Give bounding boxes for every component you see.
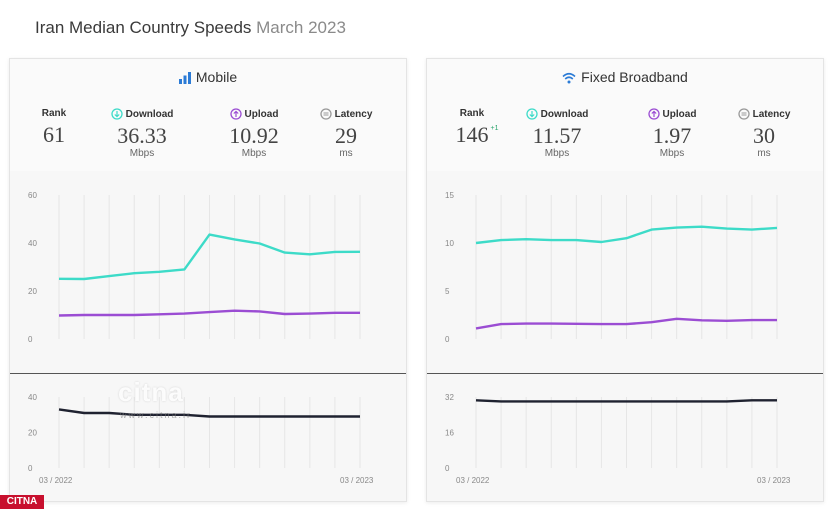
- upload-unit: Mbps: [659, 148, 685, 159]
- signal-bars-icon: [178, 72, 191, 84]
- wifi-icon: [562, 72, 576, 84]
- latency-y-tick-label: 16: [445, 429, 454, 438]
- latency-y-tick-label: 20: [28, 429, 37, 438]
- latency-value: 29: [335, 123, 357, 148]
- mobile-panel-title: Mobile: [10, 69, 406, 85]
- latency-icon: [319, 108, 332, 120]
- fixed-chart-divider: [427, 373, 823, 374]
- y-tick-label: 0: [445, 335, 450, 344]
- y-tick-label: 40: [28, 239, 37, 248]
- latency-y-tick-label: 32: [445, 393, 454, 402]
- upload-arrow-icon: [229, 108, 242, 120]
- download-unit: Mbps: [129, 148, 155, 159]
- mobile-download: Download 36.33 Mbps: [97, 108, 187, 159]
- download-label: Download: [97, 108, 187, 120]
- upload-label: Upload: [627, 108, 717, 120]
- rank-label: Rank: [459, 108, 485, 119]
- latency-icon: [737, 108, 750, 120]
- page-title-text: Iran Median Country Speeds: [35, 18, 252, 37]
- y-tick-label: 5: [445, 287, 450, 296]
- mobile-latency: Latency 29 ms: [301, 108, 391, 159]
- series-line-download: [475, 225, 778, 245]
- series-line-latency: [58, 408, 360, 418]
- download-arrow-icon: [110, 108, 123, 120]
- y-tick-label: 10: [445, 239, 454, 248]
- latency-value: 30: [753, 123, 775, 148]
- latency-y-tick-label: 0: [28, 464, 33, 473]
- download-value: 36.33: [117, 123, 167, 148]
- rank-change-badge: +1: [490, 125, 499, 132]
- mobile-panel-title-text: Mobile: [195, 69, 238, 85]
- y-tick-label: 0: [28, 335, 33, 344]
- rank-value: 146 +1: [456, 124, 499, 146]
- series-line-latency: [475, 399, 777, 403]
- mobile-panel: Mobile Rank 61 Download 36.33 Mbps Uploa…: [9, 58, 407, 502]
- series-line-upload: [475, 317, 777, 330]
- watermark: citna: [118, 377, 184, 407]
- download-arrow-icon: [525, 108, 538, 120]
- y-tick-label: 15: [445, 191, 454, 200]
- latency-y-tick-label: 40: [28, 393, 37, 402]
- y-tick-label: 20: [28, 287, 37, 296]
- corner-logo: CITNA: [0, 495, 44, 509]
- page-title: Iran Median Country Speeds March 2023: [35, 18, 346, 38]
- x-start-label: 03 / 2022: [39, 476, 73, 485]
- rank-label: Rank: [41, 108, 67, 119]
- upload-unit: Mbps: [241, 148, 267, 159]
- mobile-upload: Upload 10.92 Mbps: [209, 108, 299, 159]
- upload-label: Upload: [209, 108, 299, 120]
- x-end-label: 03 / 2023: [340, 476, 374, 485]
- download-value: 11.57: [532, 123, 582, 148]
- upload-value: 1.97: [652, 123, 692, 148]
- series-line-download: [58, 233, 361, 281]
- fixed-broadband-panel: Fixed Broadband Rank 146 +1 Download 11.5…: [426, 58, 824, 502]
- fixed-chart-svg: 0 5 10 15 0 16 32 03 / 2022 03 / 2023: [445, 191, 791, 485]
- fixed-panel-header: Fixed Broadband Rank 146 +1 Download 11.5…: [427, 59, 823, 171]
- mobile-chart-divider: [10, 373, 406, 374]
- download-label: Download: [512, 108, 602, 120]
- latency-y-tick-label: 0: [445, 464, 450, 473]
- mobile-panel-header: Mobile Rank 61 Download 36.33 Mbps Uploa…: [10, 59, 406, 171]
- mobile-rank: Rank 61: [9, 108, 99, 147]
- page-title-month: March 2023: [256, 18, 346, 37]
- rank-value: 61: [43, 122, 65, 147]
- fixed-panel-title-text: Fixed Broadband: [581, 69, 688, 85]
- mobile-chart-svg: 0 20 40 60 0 20 40 03 / 2022 03 / 2023: [28, 191, 374, 485]
- mobile-latency-chart-area: [10, 374, 406, 501]
- watermark-url: www.citna.ir: [120, 410, 193, 420]
- fixed-panel-title: Fixed Broadband: [427, 69, 823, 85]
- series-line-upload: [58, 309, 360, 317]
- fixed-download: Download 11.57 Mbps: [512, 108, 602, 159]
- y-tick-label: 60: [28, 191, 37, 200]
- fixed-upload: Upload 1.97 Mbps: [627, 108, 717, 159]
- mobile-speed-chart-area: [10, 171, 406, 375]
- x-start-label: 03 / 2022: [456, 476, 490, 485]
- latency-unit: ms: [757, 148, 771, 159]
- fixed-latency-chart-area: [427, 374, 823, 501]
- fixed-speed-chart-area: [427, 171, 823, 375]
- latency-label: Latency: [301, 108, 391, 120]
- upload-arrow-icon: [647, 108, 660, 120]
- upload-value: 10.92: [229, 123, 279, 148]
- x-end-label: 03 / 2023: [757, 476, 791, 485]
- fixed-rank: Rank 146 +1: [427, 108, 517, 147]
- download-unit: Mbps: [544, 148, 570, 159]
- latency-label: Latency: [719, 108, 809, 120]
- fixed-latency: Latency 30 ms: [719, 108, 809, 159]
- latency-unit: ms: [339, 148, 353, 159]
